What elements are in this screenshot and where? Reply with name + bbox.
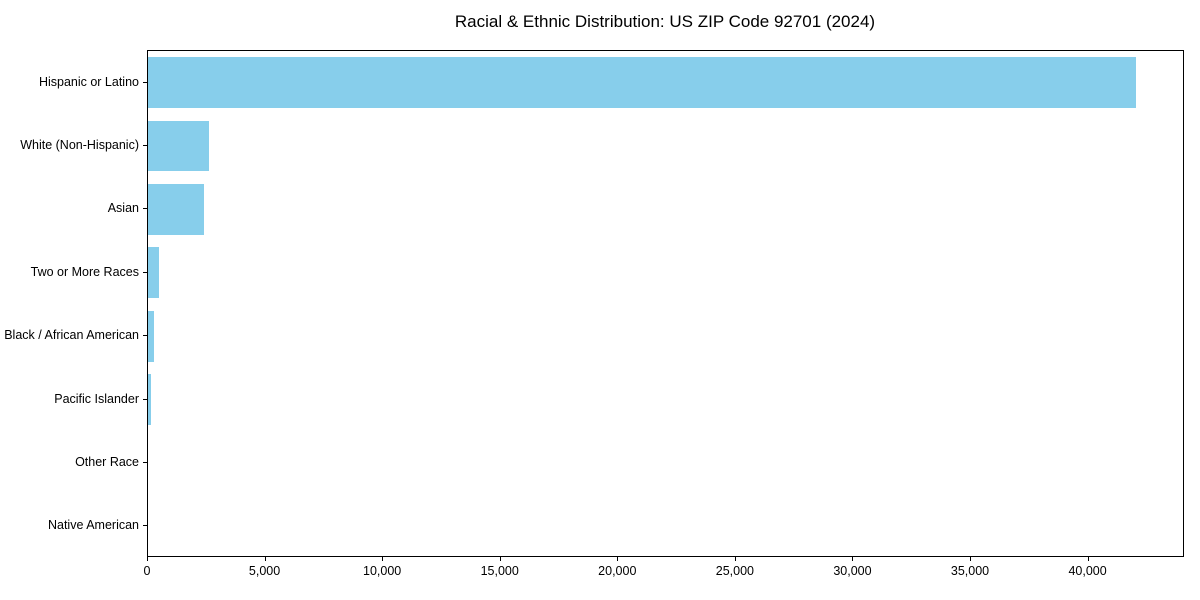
x-tick-label: 5,000 [248,564,281,578]
x-tick-mark [499,557,501,561]
x-tick-mark [852,557,854,561]
y-tick-mark [143,398,147,400]
x-tick-label: 15,000 [480,564,519,578]
plot-area [147,50,1184,557]
x-tick-mark [617,557,619,561]
y-tick-label: Other Race [75,454,139,469]
x-tick-label: 20,000 [598,564,637,578]
y-tick-mark [143,525,147,527]
y-tick-label: Asian [107,201,139,216]
y-tick-label: Pacific Islander [54,391,139,406]
x-tick-mark [147,557,148,561]
y-tick-mark [143,145,147,147]
x-tick-label: 25,000 [715,564,754,578]
x-tick-label: 30,000 [833,564,872,578]
y-tick-mark [143,271,147,273]
y-tick-label: Hispanic or Latino [38,74,139,89]
y-tick-label: Two or More Races [30,264,139,279]
x-tick-label: 0 [143,564,151,578]
chart-title: Racial & Ethnic Distribution: US ZIP Cod… [454,12,876,31]
bar [148,57,1136,109]
y-tick-label: Native American [47,518,139,533]
bar [148,310,155,362]
x-tick-label: 10,000 [363,564,402,578]
x-tick-label: 35,000 [950,564,990,578]
x-tick-mark [1087,557,1089,561]
x-tick-mark [264,557,266,561]
x-tick-mark [734,557,736,561]
x-tick-label: 40,000 [1068,564,1107,578]
y-tick-mark [143,208,147,210]
bar [148,374,152,425]
bar [148,247,159,299]
x-tick-mark [970,557,972,561]
y-tick-mark [143,81,147,83]
bar [148,120,210,172]
y-tick-label: Black / African American [4,328,139,343]
y-tick-label: White (Non-Hispanic) [20,138,139,153]
y-tick-mark [143,335,147,337]
bar [148,184,205,235]
y-tick-mark [143,461,147,463]
x-tick-mark [382,557,384,561]
